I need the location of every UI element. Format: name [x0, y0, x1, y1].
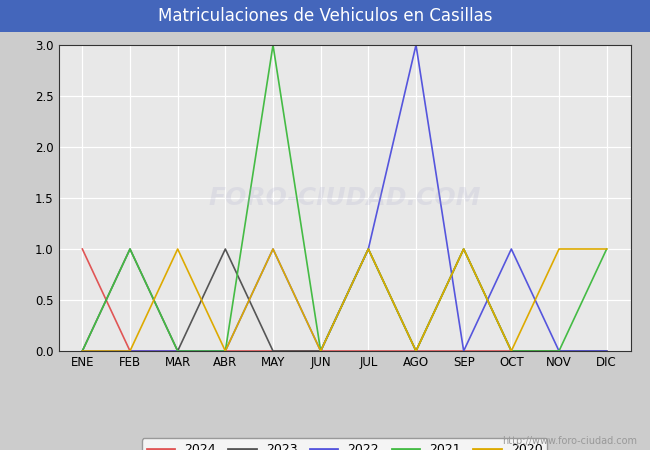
Text: FORO-CIUDAD.COM: FORO-CIUDAD.COM	[208, 186, 481, 210]
Text: http://www.foro-ciudad.com: http://www.foro-ciudad.com	[502, 436, 637, 446]
Text: Matriculaciones de Vehiculos en Casillas: Matriculaciones de Vehiculos en Casillas	[158, 7, 492, 25]
Legend: 2024, 2023, 2022, 2021, 2020: 2024, 2023, 2022, 2021, 2020	[142, 438, 547, 450]
